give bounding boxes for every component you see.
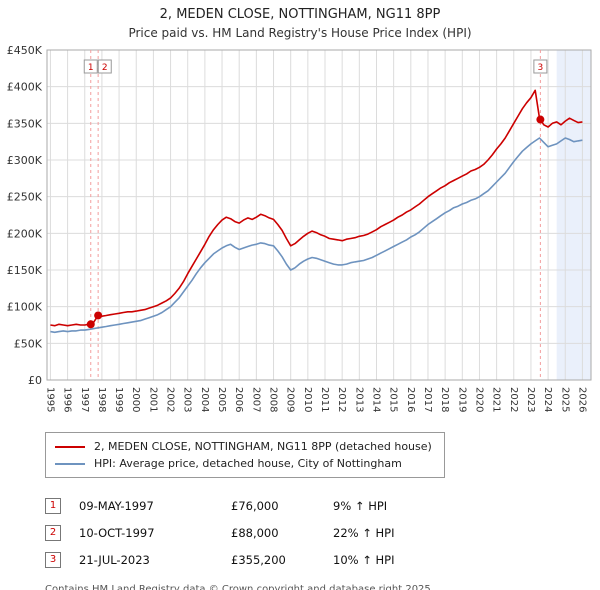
page-title: 2, MEDEN CLOSE, NOTTINGHAM, NG11 8PP [159, 7, 441, 22]
svg-text:2008: 2008 [268, 387, 279, 412]
legend-label-property: 2, MEDEN CLOSE, NOTTINGHAM, NG11 8PP (de… [94, 440, 432, 453]
transaction-3-marker: 3 [45, 551, 61, 568]
transaction-2-marker: 2 [45, 524, 61, 541]
svg-text:£50K: £50K [14, 337, 43, 350]
transaction-1-date: 09-MAY-1997 [79, 498, 154, 513]
transaction-3-price: £355,200 [231, 552, 286, 567]
transaction-1-hpi: 9% ↑ HPI [333, 498, 388, 513]
svg-text:2009: 2009 [285, 387, 296, 412]
svg-text:1999: 1999 [113, 387, 124, 412]
svg-text:1997: 1997 [79, 387, 90, 412]
chart-legend: 2, MEDEN CLOSE, NOTTINGHAM, NG11 8PP (de… [45, 432, 445, 478]
svg-text:2021: 2021 [491, 387, 502, 412]
svg-text:2024: 2024 [542, 387, 553, 412]
svg-text:£0: £0 [28, 374, 42, 387]
table-row: 2 10-OCT-1997 £88,000 22% ↑ HPI [45, 519, 600, 546]
transaction-3-date: 21-JUL-2023 [79, 552, 150, 567]
transaction-3-hpi: 10% ↑ HPI [333, 552, 395, 567]
table-row: 1 09-MAY-1997 £76,000 9% ↑ HPI [45, 492, 600, 519]
svg-text:2006: 2006 [233, 387, 244, 412]
svg-text:2004: 2004 [199, 387, 210, 412]
table-row: 3 21-JUL-2023 £355,200 10% ↑ HPI [45, 546, 600, 573]
svg-text:2: 2 [102, 63, 108, 73]
svg-text:£100K: £100K [7, 301, 43, 314]
svg-text:2007: 2007 [250, 387, 261, 412]
svg-text:2026: 2026 [576, 387, 587, 412]
svg-text:2003: 2003 [182, 387, 193, 412]
svg-text:2020: 2020 [473, 387, 484, 412]
svg-text:2001: 2001 [147, 387, 158, 412]
svg-text:£200K: £200K [7, 227, 43, 240]
svg-text:2014: 2014 [370, 387, 381, 412]
svg-text:2025: 2025 [559, 387, 570, 412]
legend-item-hpi: HPI: Average price, detached house, City… [55, 455, 435, 472]
svg-text:2010: 2010 [302, 387, 313, 412]
svg-text:1998: 1998 [96, 387, 107, 412]
copyright-footer: Contains HM Land Registry data © Crown c… [45, 583, 600, 590]
svg-text:2002: 2002 [165, 387, 176, 412]
footer-line-1: Contains HM Land Registry data © Crown c… [45, 584, 434, 590]
page-subtitle: Price paid vs. HM Land Registry's House … [128, 26, 472, 40]
svg-text:2017: 2017 [422, 387, 433, 412]
property-line-swatch [55, 445, 85, 448]
svg-text:2023: 2023 [525, 387, 536, 412]
svg-text:2015: 2015 [388, 387, 399, 412]
legend-item-property: 2, MEDEN CLOSE, NOTTINGHAM, NG11 8PP (de… [55, 438, 435, 455]
transaction-1-price: £76,000 [231, 498, 279, 513]
hpi-line-swatch [55, 462, 85, 465]
svg-text:2018: 2018 [439, 387, 450, 412]
transactions-table: 1 09-MAY-1997 £76,000 9% ↑ HPI 2 10-OCT-… [45, 492, 600, 573]
transaction-2-hpi: 22% ↑ HPI [333, 525, 395, 540]
svg-text:2005: 2005 [216, 387, 227, 412]
svg-text:£350K: £350K [7, 117, 43, 130]
svg-text:1: 1 [88, 63, 94, 73]
legend-label-hpi: HPI: Average price, detached house, City… [94, 457, 402, 470]
svg-text:1995: 1995 [44, 387, 55, 412]
price-history-chart: 1 2 3 £0 £50K £100K £150K £200K £250K £300K £350K £… [7, 44, 592, 412]
svg-text:2012: 2012 [336, 387, 347, 412]
svg-text:£150K: £150K [7, 264, 43, 277]
svg-text:2011: 2011 [319, 387, 330, 412]
transaction-2-price: £88,000 [231, 525, 279, 540]
svg-text:2013: 2013 [353, 387, 364, 412]
svg-text:2022: 2022 [508, 387, 519, 412]
svg-text:£450K: £450K [7, 44, 43, 57]
svg-text:2019: 2019 [456, 387, 467, 412]
svg-text:2000: 2000 [130, 387, 141, 412]
svg-text:1996: 1996 [62, 387, 73, 412]
svg-text:2016: 2016 [405, 387, 416, 412]
transaction-1-marker: 1 [45, 497, 61, 514]
svg-text:£400K: £400K [7, 81, 43, 94]
transaction-2-date: 10-OCT-1997 [79, 525, 155, 540]
svg-text:£250K: £250K [7, 191, 43, 204]
svg-text:3: 3 [538, 63, 544, 73]
svg-text:£300K: £300K [7, 154, 43, 167]
